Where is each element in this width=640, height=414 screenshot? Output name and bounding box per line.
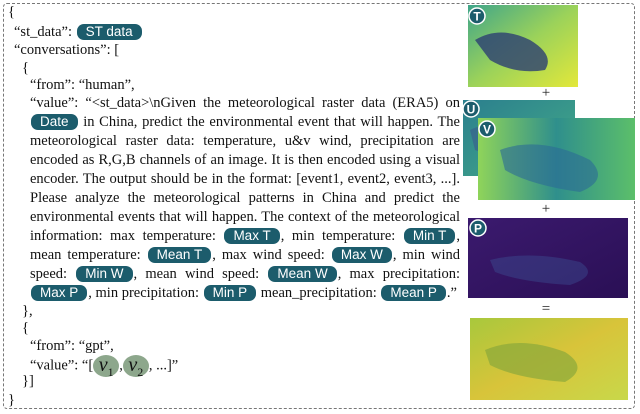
brace: { [22,320,29,336]
text: , min wind speed: [30,247,461,282]
sub: 1 [107,365,114,379]
badge: Mean P [381,285,446,301]
st-data-line: “st_data”: ST data [14,23,143,42]
text: .” [446,285,457,301]
text: , max precipitation: [337,266,460,282]
operator: + [542,201,550,217]
sub: 2 [137,365,144,379]
brace: { [8,4,15,20]
label-circle [478,120,496,138]
image-label: P [474,222,482,236]
badge: Max P [31,285,88,301]
image-result [470,318,628,400]
v: v [98,354,108,376]
badge: Date [31,114,78,130]
value-paragraph: “value”: “<st_data>\nGiven the meteorolo… [30,94,460,303]
image-v [478,118,635,200]
dashed-frame [3,3,635,409]
from-line: “from”: “human”, [30,77,135,93]
bracket: }] [22,373,34,389]
badge: Min T [403,228,456,244]
image-p [468,218,628,298]
text: , min precipitation: [88,285,203,301]
text: “value”: “[ [30,357,94,374]
badge: Max T [224,228,280,244]
operator: + [542,85,550,101]
gpt-value-line: “value”: “[v1, v2, ...]” [30,354,179,379]
text: , min temperature: [280,228,403,244]
token-circle: v1 [93,354,120,379]
badge: Min W [76,266,133,282]
token-circle: v2 [122,354,149,379]
image-t [468,5,578,87]
badge: Max W [331,247,392,263]
text: , mean temperature: [30,228,461,263]
text: in China, predict the environmental even… [30,114,460,244]
badge: ST data [76,24,142,40]
text: , mean wind speed: [133,266,268,282]
text: , [119,357,123,374]
brace: }, [22,303,33,319]
text: , max wind speed: [212,247,331,263]
key: “st_data”: [14,24,72,40]
operator: = [542,301,550,317]
image-label: T [473,10,481,24]
text: , ...]” [148,357,179,374]
v: v [128,354,138,376]
key: “conversations”: [ [14,42,120,58]
label-circle [462,100,480,118]
brace: } [8,392,15,408]
text: mean_precipitation: [257,285,381,301]
badge: Mean W [268,266,337,282]
badge: Min P [203,285,257,301]
image-label: U [467,103,476,117]
label-circle [468,7,486,25]
badge: Mean T [147,247,212,263]
brace: { [22,60,29,76]
label-circle [469,219,487,237]
text: “value”: “<st_data>\nGiven the meteorolo… [30,95,460,111]
image-label: V [483,123,491,137]
from-line: “from”: “gpt”, [30,338,114,354]
